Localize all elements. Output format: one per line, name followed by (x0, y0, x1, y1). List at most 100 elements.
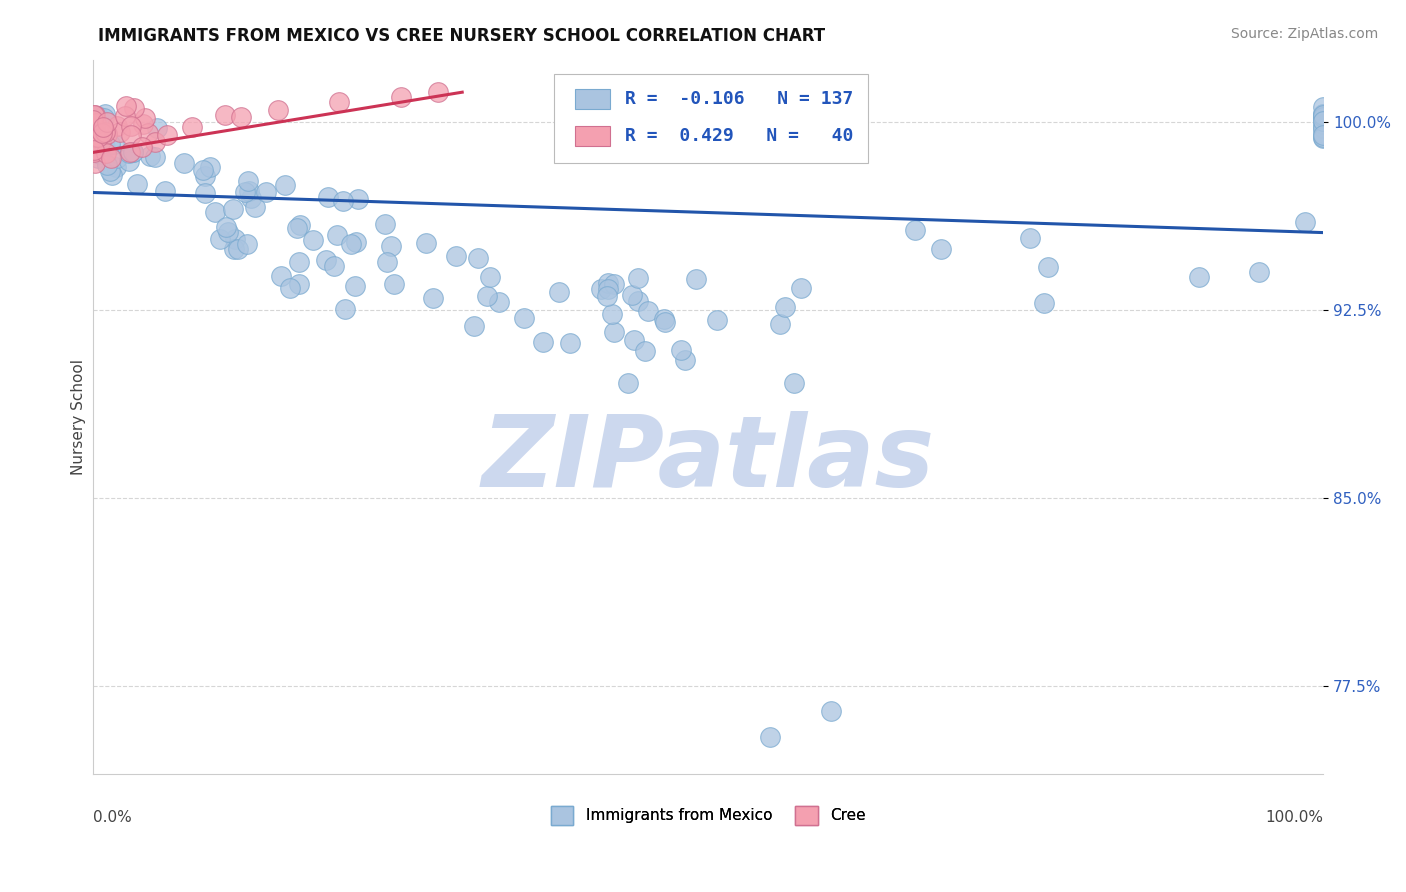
Point (270, 269, 292, 284)
Point (173, 156, 195, 170)
Point (596, 289, 619, 303)
Point (84, 127, 107, 141)
Point (86, 116, 108, 130)
Point (773, 300, 796, 314)
Point (83, 137, 105, 152)
Point (245, 200, 267, 214)
Point (96, 157, 118, 171)
Point (87, 152, 110, 166)
Point (1312, 106, 1334, 120)
Point (478, 270, 501, 285)
Point (120, 128, 142, 142)
Point (328, 95, 350, 110)
Point (254, 186, 277, 200)
Point (782, 376, 804, 390)
Point (91, 136, 114, 150)
Point (673, 353, 696, 368)
Point (226, 242, 249, 256)
Point (136, 126, 159, 140)
Point (488, 294, 510, 309)
Point (222, 242, 245, 256)
Point (346, 193, 368, 207)
Point (236, 236, 259, 251)
Point (83, 129, 105, 144)
Point (1036, 260, 1059, 274)
Point (131, 140, 153, 154)
Point (194, 186, 217, 200)
Point (240, 191, 263, 205)
Point (214, 108, 236, 122)
Point (602, 326, 624, 340)
FancyBboxPatch shape (575, 126, 610, 146)
Text: ZIPatlas: ZIPatlas (482, 411, 935, 508)
Point (83, 145, 105, 160)
Text: R =  -0.106   N = 137: R = -0.106 N = 137 (624, 90, 853, 108)
Point (626, 271, 648, 285)
Point (904, 222, 927, 236)
Point (302, 233, 325, 247)
Point (209, 232, 232, 246)
Point (1312, 129, 1334, 144)
Point (93, 144, 115, 158)
Point (83, 143, 105, 157)
Text: 100.0%: 100.0% (1265, 810, 1323, 825)
Point (83, 108, 105, 122)
Point (238, 184, 260, 198)
Point (122, 101, 145, 115)
Point (98, 136, 121, 151)
Point (654, 316, 676, 330)
Point (1312, 130, 1334, 145)
Point (706, 312, 728, 326)
Point (598, 276, 620, 290)
Point (121, 145, 143, 159)
Point (215, 219, 238, 234)
Point (143, 150, 166, 164)
Point (93, 140, 115, 154)
Point (602, 277, 624, 291)
Point (621, 288, 644, 302)
Point (96, 127, 118, 141)
Point (444, 249, 467, 263)
Text: Source: ZipAtlas.com: Source: ZipAtlas.com (1230, 27, 1378, 41)
Point (138, 149, 160, 163)
Point (1249, 265, 1271, 279)
Point (87, 109, 110, 123)
Point (288, 255, 311, 269)
Point (1018, 231, 1040, 245)
Text: IMMIGRANTS FROM MEXICO VS CREE NURSERY SCHOOL CORRELATION CHART: IMMIGRANTS FROM MEXICO VS CREE NURSERY S… (98, 27, 825, 45)
Point (107, 119, 129, 133)
Point (104, 160, 127, 174)
Point (1312, 111, 1334, 125)
Point (86, 125, 108, 139)
Point (96, 115, 118, 129)
Point (198, 160, 221, 174)
Point (326, 228, 349, 243)
Point (83, 115, 105, 129)
Point (422, 291, 444, 305)
Point (274, 178, 297, 193)
Point (191, 162, 214, 177)
Point (758, 730, 780, 744)
Point (1312, 110, 1334, 124)
Point (323, 259, 346, 273)
Point (114, 109, 136, 123)
Point (90, 134, 112, 148)
Text: R =  0.429   N =   40: R = 0.429 N = 40 (624, 127, 853, 145)
Point (100, 151, 122, 165)
Point (637, 304, 659, 318)
Point (285, 221, 308, 235)
Point (117, 146, 139, 161)
Point (669, 343, 692, 358)
Point (475, 288, 498, 302)
Point (1312, 126, 1334, 140)
Legend: Immigrants from Mexico, Cree: Immigrants from Mexico, Cree (544, 800, 872, 830)
Point (103, 137, 125, 152)
Point (1312, 128, 1334, 142)
Point (145, 121, 167, 136)
Point (512, 311, 534, 326)
Point (105, 151, 128, 165)
Point (344, 235, 367, 250)
Point (90, 138, 112, 153)
FancyBboxPatch shape (554, 74, 868, 163)
Point (89, 147, 111, 161)
